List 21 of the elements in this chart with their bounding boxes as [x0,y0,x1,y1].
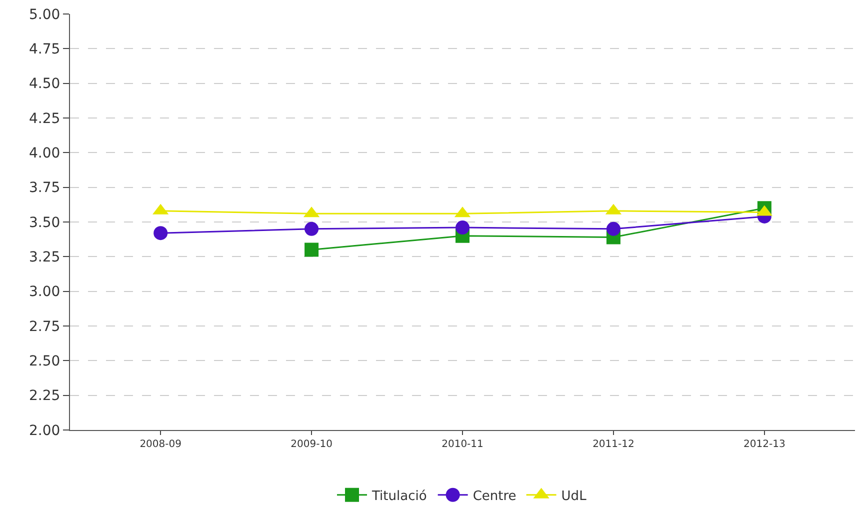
y-tick-label: 2.25 [29,388,60,404]
x-tick-label: 2010-11 [442,439,484,450]
y-tick-label: 2.00 [29,422,60,439]
legend-label: Centre [472,488,516,504]
y-tick-label: 4.75 [29,42,60,58]
x-tick-label: 2012-13 [744,439,786,450]
y-tick-label: 4.50 [29,76,60,92]
legend-label: Titulació [371,488,427,504]
y-tick-label: 4.25 [29,110,60,127]
y-tick-label: 2.75 [29,318,60,335]
x-tick-label: 2009-10 [290,439,332,450]
y-tick-label: 3.00 [29,284,60,300]
x-tick-label: 2011-12 [592,439,634,450]
legend-label: UdL [561,488,588,504]
y-tick-label: 5.00 [29,6,60,23]
y-tick-label: 3.75 [29,180,60,196]
y-tick-label: 3.25 [29,250,60,266]
y-tick-label: 2.50 [29,354,60,370]
y-tick-label: 3.50 [29,214,60,231]
y-tick-label: 4.00 [29,146,60,162]
x-tick-label: 2008-09 [140,439,182,450]
